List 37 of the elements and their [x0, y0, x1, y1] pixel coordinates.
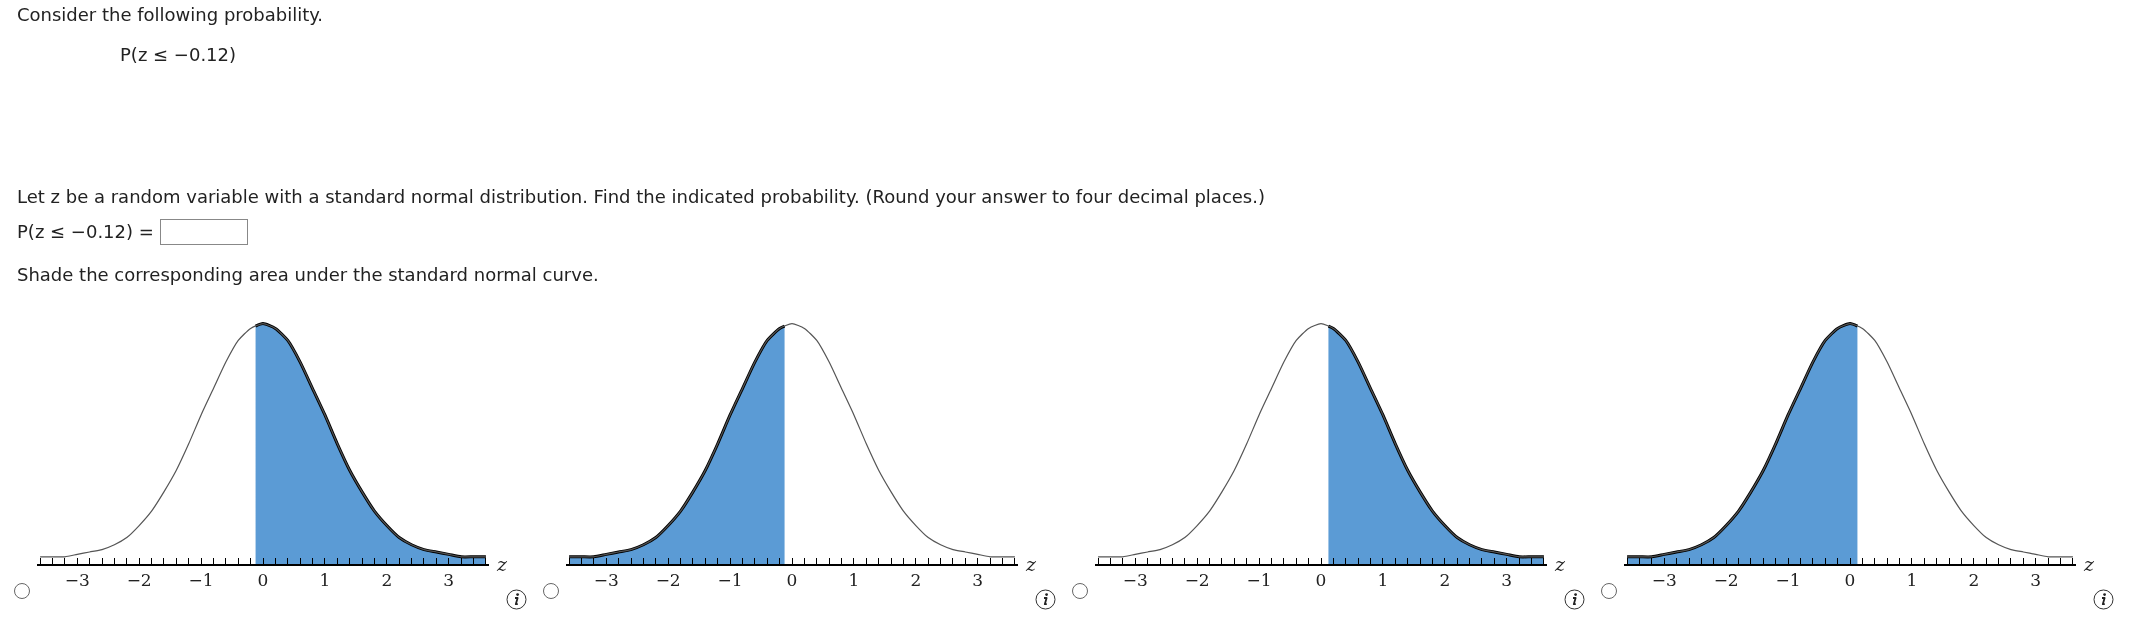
x-tick-label: −3 [1651, 569, 1677, 590]
x-tick-label: 3 [972, 569, 984, 590]
x-tick-label: −1 [1246, 569, 1272, 590]
x-tick-label: 0 [257, 569, 269, 590]
x-tick-label: 1 [319, 569, 331, 590]
x-tick-label: 1 [1377, 569, 1389, 590]
x-tick-label: 1 [848, 569, 860, 590]
x-tick-label: 0 [1315, 569, 1327, 590]
text: Consider the following probability. [17, 4, 324, 25]
x-tick-label: 2 [381, 569, 393, 590]
x-tick-label: 3 [443, 569, 455, 590]
x-tick-label: 3 [2030, 569, 2042, 590]
text: P(z ≤ −0.12) [120, 44, 237, 65]
x-tick-label: −3 [64, 569, 90, 590]
x-axis-title: z [1554, 553, 1566, 575]
x-axis-title: z [2083, 553, 2095, 575]
x-tick-label: 2 [910, 569, 922, 590]
x-tick-label: −2 [126, 569, 152, 590]
x-tick-label: 1 [1906, 569, 1918, 590]
x-tick-label: −1 [1775, 569, 1801, 590]
x-tick-label: −2 [1184, 569, 1210, 590]
x-axis-title: z [1025, 553, 1037, 575]
x-tick-label: 2 [1439, 569, 1451, 590]
x-tick-label: −2 [655, 569, 681, 590]
x-axis-title: z [496, 553, 508, 575]
x-tick-label: −3 [1122, 569, 1148, 590]
x-tick-label: 3 [1501, 569, 1513, 590]
x-tick-label: −2 [1713, 569, 1739, 590]
text: P(z ≤ −0.12) = [17, 221, 154, 242]
x-tick-label: −1 [717, 569, 743, 590]
x-tick-label: 2 [1968, 569, 1980, 590]
x-tick-label: 0 [1844, 569, 1856, 590]
x-tick-label: 0 [786, 569, 798, 590]
x-tick-label: −3 [593, 569, 619, 590]
text: Let z be a random variable with a standard normal distribution. Find the indicated probability. (Round your answer to four decimal places.) [17, 186, 1265, 207]
x-tick-label: −1 [188, 569, 214, 590]
text: Shade the corresponding area under the standard normal curve. [17, 264, 599, 285]
